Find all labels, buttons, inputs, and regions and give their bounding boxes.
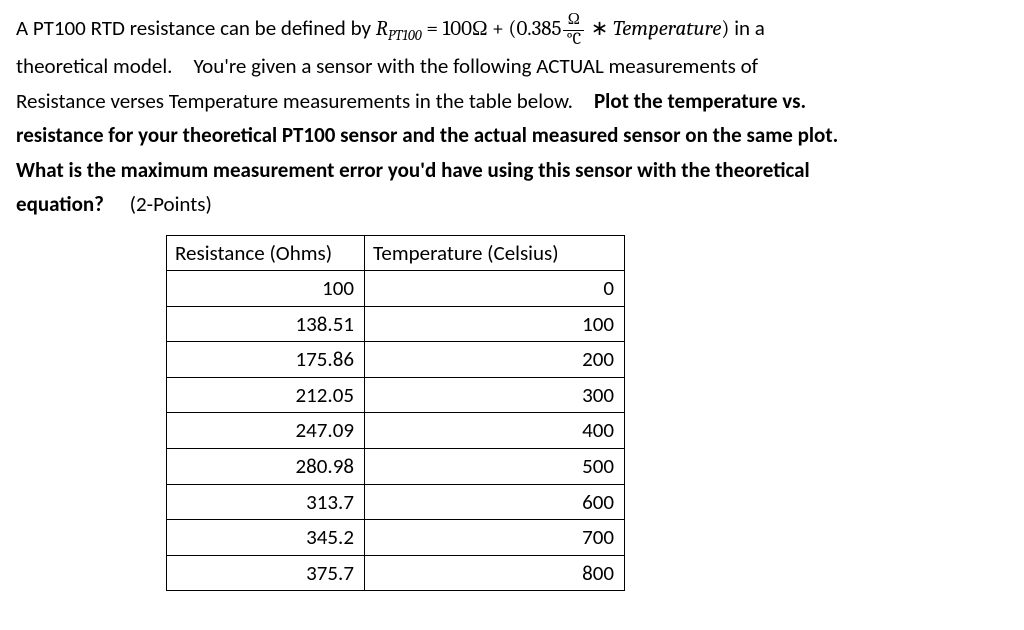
- cell-temperature: 400: [365, 413, 625, 449]
- frac-num: Ω: [563, 12, 584, 29]
- table-row: 375.7800: [167, 555, 625, 591]
- cell-temperature: 600: [365, 484, 625, 520]
- problem-line-6: equation? (2-Points): [16, 188, 1008, 221]
- cell-temperature: 700: [365, 520, 625, 556]
- eq-equals: = 100Ω + (0.385: [422, 17, 562, 41]
- cell-resistance: 212.05: [167, 377, 365, 413]
- eq-temperature: Temperature: [613, 17, 721, 41]
- cell-temperature: 100: [365, 306, 625, 342]
- cell-resistance: 247.09: [167, 413, 365, 449]
- cell-resistance: 280.98: [167, 448, 365, 484]
- cell-resistance: 175.86: [167, 342, 365, 378]
- text-p2: theoretical model. You're given a sensor…: [16, 53, 758, 79]
- table-row: 345.2700: [167, 520, 625, 556]
- problem-line-5: What is the maximum measurement error yo…: [16, 154, 1008, 187]
- text-p1b: in a: [729, 15, 764, 41]
- eq-mult: ∗: [586, 17, 613, 41]
- cell-temperature: 800: [365, 555, 625, 591]
- table-row: 247.09400: [167, 413, 625, 449]
- problem-line-2: theoretical model. You're given a sensor…: [16, 50, 1008, 83]
- table-row: 313.7600: [167, 484, 625, 520]
- table-header-row: Resistance (Ohms) Temperature (Celsius): [167, 235, 625, 271]
- text-p6a: equation?: [16, 191, 104, 217]
- problem-line-1: A PT100 RTD resistance can be defined by…: [16, 12, 1008, 48]
- eq-R: R: [376, 17, 388, 41]
- text-p3b: Plot the temperature vs.: [594, 88, 806, 114]
- cell-temperature: 200: [365, 342, 625, 378]
- header-resistance: Resistance (Ohms): [167, 235, 365, 271]
- text-p3a: Resistance verses Temperature measuremen…: [16, 88, 594, 114]
- cell-temperature: 500: [365, 448, 625, 484]
- header-temperature: Temperature (Celsius): [365, 235, 625, 271]
- text-p1a: A PT100 RTD resistance can be defined by: [16, 15, 376, 41]
- text-p5: What is the maximum measurement error yo…: [16, 157, 810, 183]
- table-row: 1000: [167, 271, 625, 307]
- table-row: 212.05300: [167, 377, 625, 413]
- cell-resistance: 138.51: [167, 306, 365, 342]
- text-p4: resistance for your theoretical PT100 se…: [16, 122, 838, 148]
- problem-line-3: Resistance verses Temperature measuremen…: [16, 85, 1008, 118]
- cell-temperature: 300: [365, 377, 625, 413]
- cell-resistance: 313.7: [167, 484, 365, 520]
- data-table: Resistance (Ohms) Temperature (Celsius) …: [166, 235, 625, 591]
- cell-resistance: 375.7: [167, 555, 365, 591]
- eq-sub: PT100: [388, 27, 422, 44]
- text-p6b: (2-Points): [104, 191, 212, 217]
- cell-resistance: 345.2: [167, 520, 365, 556]
- frac-den: °C: [563, 30, 584, 48]
- cell-resistance: 100: [167, 271, 365, 307]
- cell-temperature: 0: [365, 271, 625, 307]
- fraction: Ω°C: [563, 12, 584, 48]
- problem-line-4: resistance for your theoretical PT100 se…: [16, 119, 1008, 152]
- table-row: 138.51100: [167, 306, 625, 342]
- table-row: 175.86200: [167, 342, 625, 378]
- equation: RPT100 = 100Ω + (0.385Ω°C ∗ Temperature): [376, 17, 730, 41]
- table-row: 280.98500: [167, 448, 625, 484]
